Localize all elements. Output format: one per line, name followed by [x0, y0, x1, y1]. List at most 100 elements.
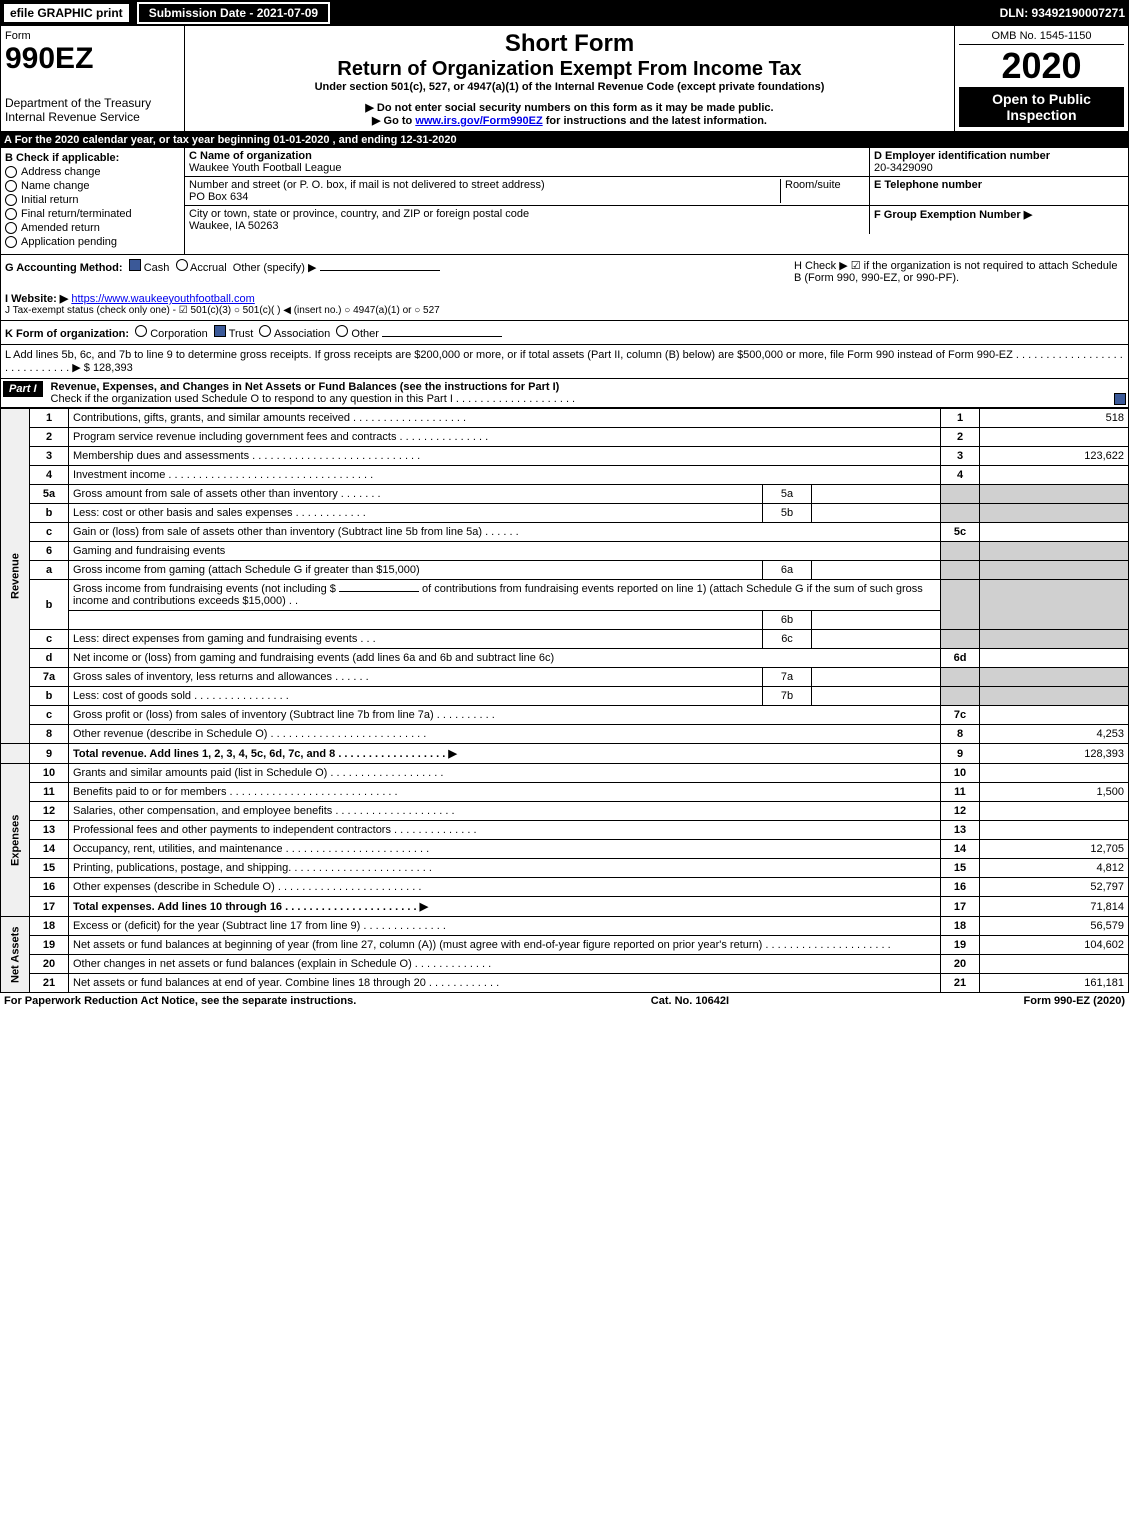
check-initial-return[interactable]: Initial return	[5, 194, 180, 206]
tax-year: 2020	[959, 45, 1124, 87]
part1-header-row: Part I Revenue, Expenses, and Changes in…	[0, 379, 1129, 408]
section-f-label: F Group Exemption Number ▶	[874, 208, 1124, 221]
check-amended-return[interactable]: Amended return	[5, 222, 180, 234]
form-number: 990EZ	[5, 42, 180, 76]
line-no: 8	[30, 725, 69, 744]
line-no: 10	[30, 764, 69, 783]
irs-label: Internal Revenue Service	[5, 110, 180, 124]
check-cash[interactable]	[129, 259, 141, 271]
line-no: 2	[30, 428, 69, 447]
line-no: 9	[30, 744, 69, 764]
line-val	[980, 466, 1129, 485]
line-val: 123,622	[980, 447, 1129, 466]
line-num: 16	[941, 878, 980, 897]
section-c-city: City or town, state or province, country…	[185, 206, 869, 234]
part1-title: Revenue, Expenses, and Changes in Net As…	[51, 381, 560, 393]
line-desc: Gaming and fundraising events	[69, 542, 941, 561]
website-link[interactable]: https://www.waukeeyouthfootball.com	[71, 293, 254, 305]
header-right: OMB No. 1545-1150 2020 Open to Public In…	[954, 26, 1128, 131]
line-no: c	[30, 523, 69, 542]
part1-schedule-o-check[interactable]	[1114, 393, 1126, 405]
sub-val	[812, 561, 941, 580]
short-form-title: Short Form	[189, 30, 950, 58]
other-org-input[interactable]	[382, 336, 502, 337]
check-label: Initial return	[21, 194, 78, 206]
line-val: 12,705	[980, 840, 1129, 859]
line-desc: Contributions, gifts, grants, and simila…	[69, 409, 941, 428]
irs-link[interactable]: www.irs.gov/Form990EZ	[415, 115, 542, 127]
line-val	[980, 821, 1129, 840]
submission-date: Submission Date - 2021-07-09	[137, 2, 330, 24]
instr2: ▶ Go to www.irs.gov/Form990EZ for instru…	[189, 114, 950, 127]
shaded-cell	[980, 485, 1129, 504]
check-corporation[interactable]	[135, 325, 147, 337]
sub-no: 5a	[763, 485, 812, 504]
line-desc: Less: cost of goods sold . . . . . . . .…	[69, 687, 763, 706]
line-no: 21	[30, 974, 69, 993]
footer-center: Cat. No. 10642I	[651, 995, 729, 1007]
check-name-change[interactable]: Name change	[5, 180, 180, 192]
shaded-cell	[980, 580, 1129, 630]
section-d-label: D Employer identification number	[874, 150, 1124, 162]
city-value: Waukee, IA 50263	[189, 220, 865, 232]
line-val	[980, 706, 1129, 725]
line-val	[980, 523, 1129, 542]
blank-input[interactable]	[339, 591, 419, 592]
line-no: 14	[30, 840, 69, 859]
line-desc: Other changes in net assets or fund bala…	[69, 955, 941, 974]
sub-val	[812, 504, 941, 523]
org-name: Waukee Youth Football League	[189, 162, 865, 174]
section-k-label: K Form of organization:	[5, 328, 129, 340]
section-b: B Check if applicable: Address change Na…	[1, 148, 185, 254]
line-val: 128,393	[980, 744, 1129, 764]
footer-left: For Paperwork Reduction Act Notice, see …	[4, 995, 356, 1007]
other-label: Other (specify) ▶	[233, 262, 317, 274]
line-desc: Grants and similar amounts paid (list in…	[69, 764, 941, 783]
check-label: Address change	[21, 166, 101, 178]
line-desc: Other revenue (describe in Schedule O) .…	[69, 725, 941, 744]
line-no: 11	[30, 783, 69, 802]
net-assets-side-label: Net Assets	[1, 917, 30, 993]
sub-no: 7a	[763, 668, 812, 687]
line-no: c	[30, 706, 69, 725]
section-bcdef: B Check if applicable: Address change Na…	[0, 148, 1129, 255]
line-val: 161,181	[980, 974, 1129, 993]
sub-no: 5b	[763, 504, 812, 523]
section-f: F Group Exemption Number ▶	[869, 206, 1128, 234]
check-association[interactable]	[259, 325, 271, 337]
return-title: Return of Organization Exempt From Incom…	[189, 58, 950, 81]
shaded-cell	[941, 580, 980, 630]
line-desc: Benefits paid to or for members . . . . …	[69, 783, 941, 802]
line-num: 5c	[941, 523, 980, 542]
other-input[interactable]	[320, 270, 440, 271]
check-final-return[interactable]: Final return/terminated	[5, 208, 180, 220]
section-k: K Form of organization: Corporation Trus…	[0, 321, 1129, 345]
section-i-label: I Website: ▶	[5, 293, 68, 305]
check-accrual[interactable]	[176, 259, 188, 271]
line-no: 18	[30, 917, 69, 936]
line-no: b	[30, 504, 69, 523]
line-no: 6	[30, 542, 69, 561]
line-desc: Occupancy, rent, utilities, and maintena…	[69, 840, 941, 859]
check-trust[interactable]	[214, 325, 226, 337]
efile-print-label[interactable]: efile GRAPHIC print	[4, 4, 129, 22]
section-h: H Check ▶ ☑ if the organization is not r…	[794, 259, 1124, 284]
shaded-cell	[941, 542, 980, 561]
shaded-cell	[941, 668, 980, 687]
line-no: 4	[30, 466, 69, 485]
line-val	[980, 802, 1129, 821]
under-section: Under section 501(c), 527, or 4947(a)(1)…	[189, 81, 950, 93]
line-no: 16	[30, 878, 69, 897]
omb-number: OMB No. 1545-1150	[959, 30, 1124, 45]
shaded-cell	[941, 687, 980, 706]
line-num: 3	[941, 447, 980, 466]
section-i: I Website: ▶ https://www.waukeeyouthfoot…	[5, 292, 1124, 305]
line-num: 2	[941, 428, 980, 447]
shaded-cell	[941, 485, 980, 504]
line-val: 71,814	[980, 897, 1129, 917]
check-application-pending[interactable]: Application pending	[5, 236, 180, 248]
check-other[interactable]	[336, 325, 348, 337]
check-address-change[interactable]: Address change	[5, 166, 180, 178]
section-b-title: B Check if applicable:	[5, 152, 180, 164]
shaded-cell	[980, 668, 1129, 687]
